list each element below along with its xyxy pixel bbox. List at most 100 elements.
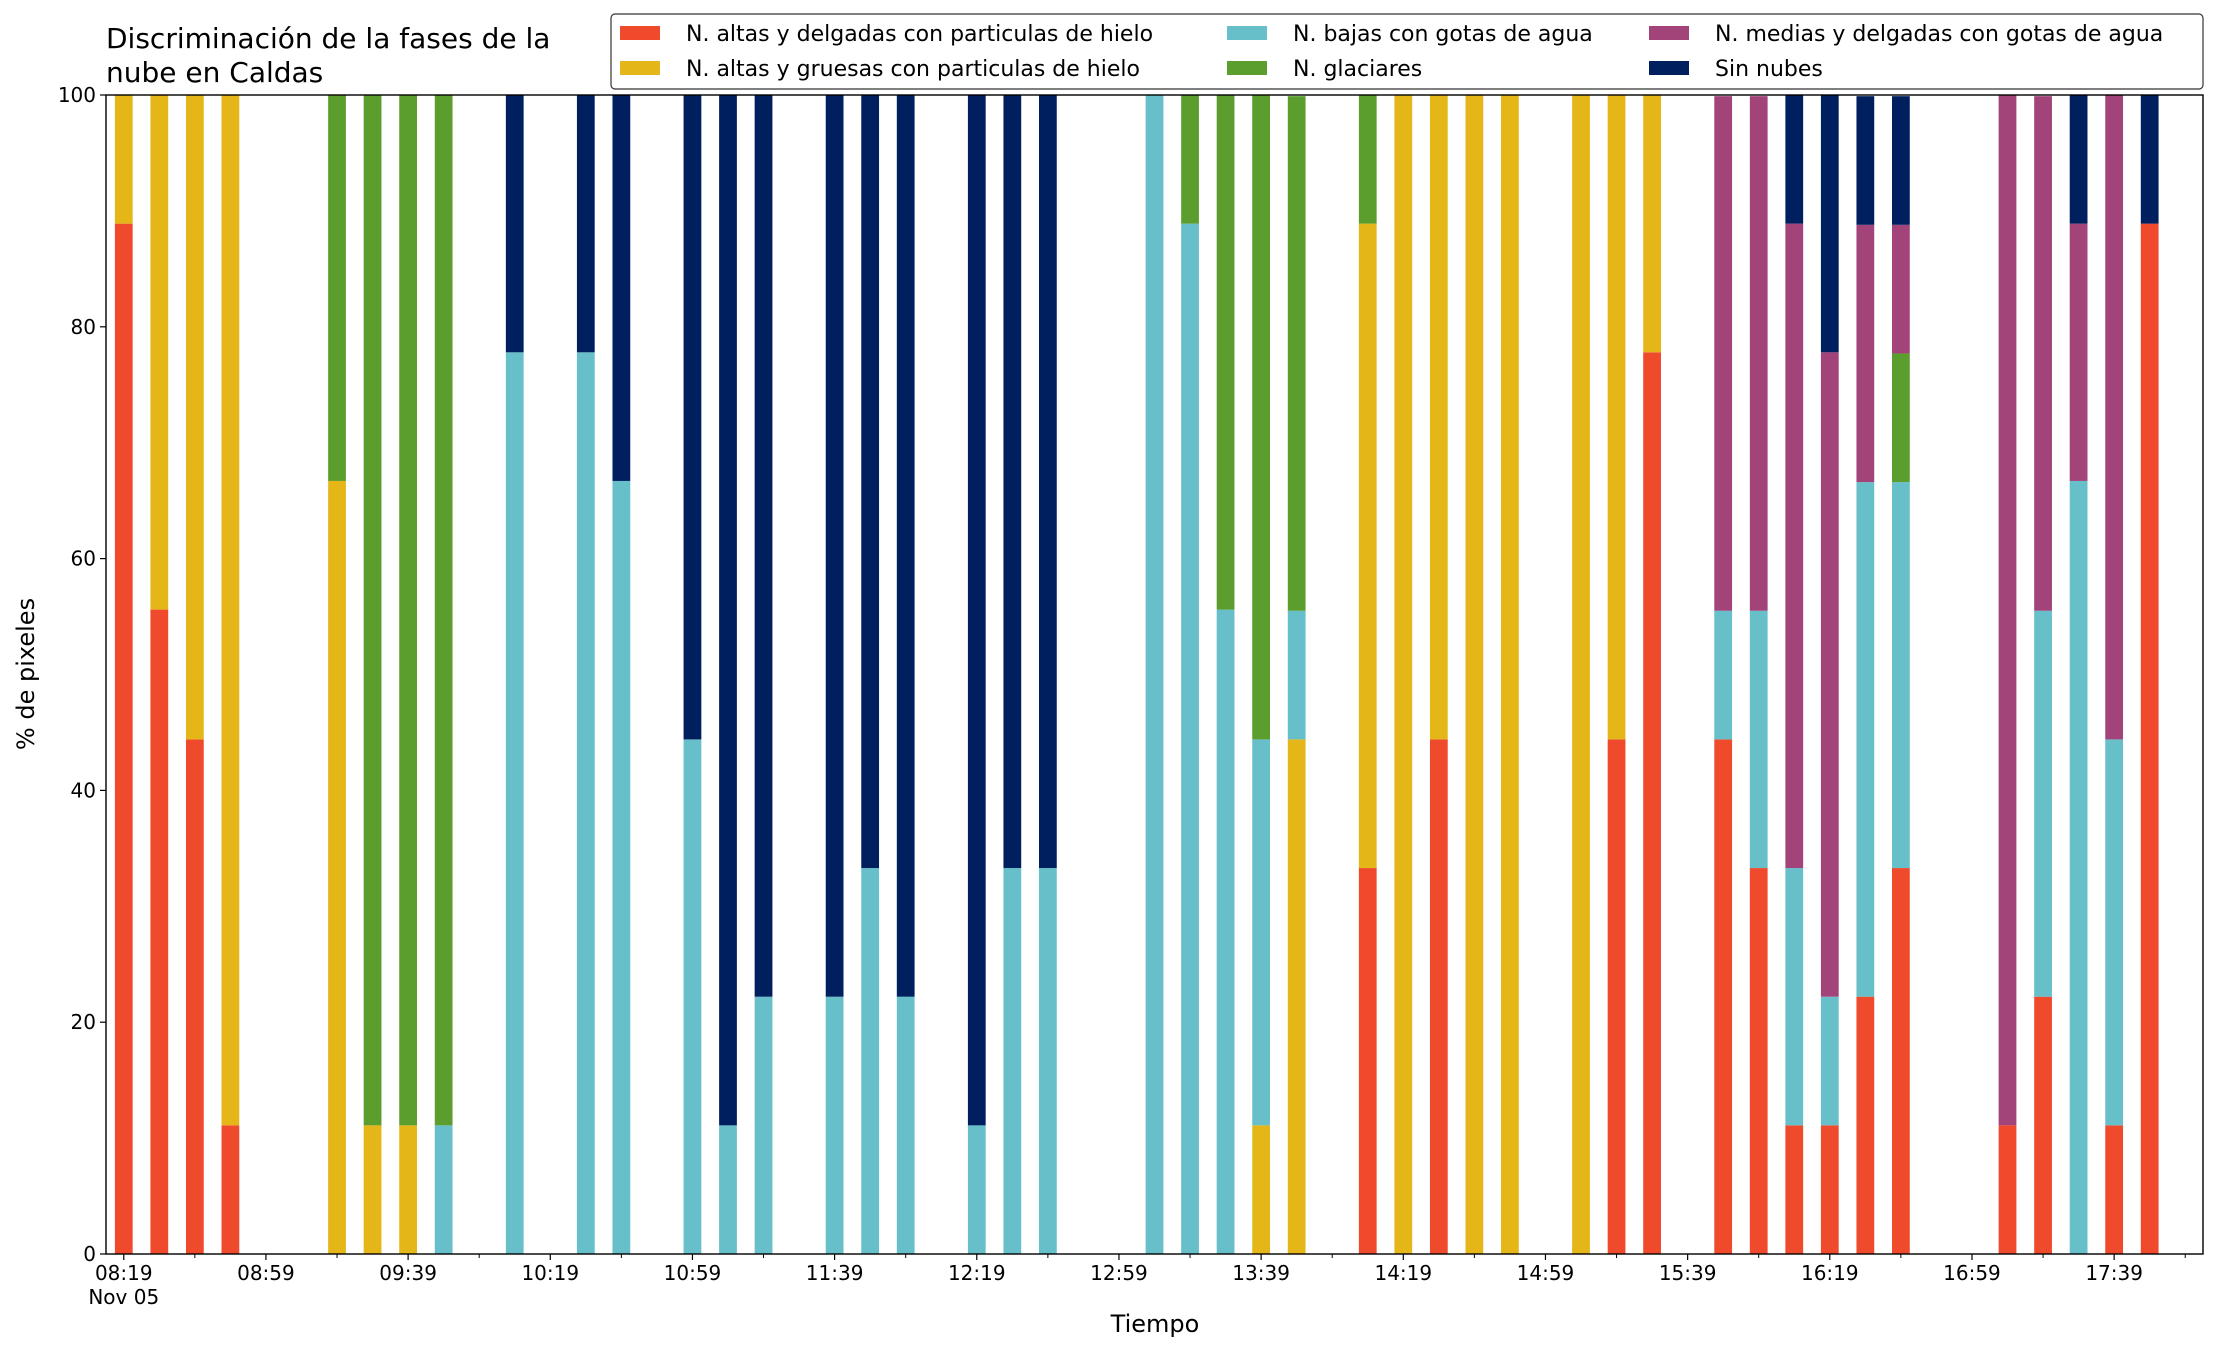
y-tick-label: 40 [71,778,96,802]
bar-segment [1856,482,1875,997]
bar-segment [1358,223,1377,869]
bar-segment [825,95,844,997]
bar-segment [2105,739,2124,1126]
bar-segment [1465,95,1484,1254]
bar-segment [1892,353,1910,483]
x-tick-label: 14:59 [1517,1261,1575,1285]
bar-segment [1820,1125,1839,1254]
x-date-label: Nov 05 [88,1285,159,1309]
bar-segment [434,95,453,1126]
y-tick-label: 20 [71,1010,96,1034]
bar-segment [114,95,133,224]
bar-segment [505,352,524,1255]
x-axis-label: Tiempo [1110,1310,1200,1338]
bar-segment [1749,96,1768,611]
x-tick-label: 10:59 [664,1261,722,1285]
x-tick-label: 11:39 [806,1261,864,1285]
bar-segment [328,95,346,481]
bar-segment [1714,739,1733,1254]
bar-segment [363,95,382,1126]
bar-segment [2105,1125,2124,1254]
bar-segment [719,95,737,1126]
bar-segment [967,95,986,1126]
bar-segment [399,1125,417,1254]
bar-segment [1643,352,1661,1255]
bar-segment [150,609,169,1254]
bar-segment [505,95,524,353]
bar-segment [328,480,346,1254]
bar-segment [150,95,169,610]
bar-segment [719,1125,737,1254]
x-tick-label: 16:59 [1943,1261,2001,1285]
bar-segment [221,95,240,1126]
bar-segment [1572,95,1590,1254]
chart-title: Discriminación de la fases de la nube en… [106,22,551,89]
bar-segment [1785,1125,1804,1254]
x-tick-label: 09:39 [379,1261,437,1285]
legend-swatch [1649,26,1689,40]
bar-segment [1038,95,1057,869]
bar-segment [1714,610,1733,740]
bar-segment [1714,96,1733,611]
bar-segment [896,95,915,997]
y-tick-label: 100 [58,83,96,107]
bar-segment [1145,95,1164,1254]
bar-segment [1643,95,1661,353]
bar-segment [1038,868,1057,1254]
bar-segment [1287,739,1306,1254]
bar-segment [1998,95,2017,1126]
bar-segment [2105,95,2124,740]
bar-segment [1429,739,1448,1254]
bar-segment [1429,95,1448,740]
bar-segment [2069,480,2088,1254]
y-tick-label: 0 [83,1242,96,1266]
bar-segment [1749,610,1768,869]
bar-segment [1607,739,1626,1254]
y-tick-label: 80 [71,315,96,339]
x-tick-label: 16:19 [1801,1261,1859,1285]
bar-segment [2069,95,2088,224]
bar-segment [825,996,844,1254]
bar-segment [1252,1125,1271,1254]
legend-label: Sin nubes [1715,57,1823,82]
bar-segment [1892,482,1910,869]
bar-segment [185,739,204,1254]
bar-segment [612,480,631,1254]
legend-swatch [620,26,660,40]
bar-segment [1181,95,1199,224]
bar-segment [1216,95,1235,610]
legend-label: N. altas y gruesas con particulas de hie… [686,57,1140,82]
bar-segment [2034,610,2052,997]
bar-segment [1358,868,1377,1254]
bar-segment [399,95,417,1126]
x-tick-label: 17:39 [2085,1261,2143,1285]
bar-segment [1358,95,1377,224]
bar-segment [1287,96,1306,611]
bar-segment [1252,95,1271,740]
legend: N. altas y delgadas con particulas de hi… [610,13,2204,90]
bar-segment [2034,96,2052,611]
bar-segment [2069,223,2088,481]
x-tick-label: 13:39 [1232,1261,1290,1285]
bar-segment [861,868,880,1254]
x-tick-label: 12:59 [1090,1261,1148,1285]
bar-segment [1892,96,1910,225]
bar-segment [1785,223,1804,869]
legend-swatch [1227,26,1267,40]
bar-segment [363,1125,382,1254]
bar-segment [1216,609,1235,1254]
bar-segment [1998,1125,2017,1254]
legend-label: N. altas y delgadas con particulas de hi… [686,22,1153,47]
bar-segment [576,95,595,353]
bar-segment [1856,224,1875,483]
legend-label: N. bajas con gotas de agua [1293,22,1593,47]
bar-segment [2140,95,2159,224]
plot-frame [105,94,2204,1255]
y-tick-label: 60 [71,547,96,571]
bar-segment [1785,95,1804,224]
bar-segment [1003,95,1022,869]
bar-segment [1820,352,1839,997]
bar-segment [1820,996,1839,1126]
